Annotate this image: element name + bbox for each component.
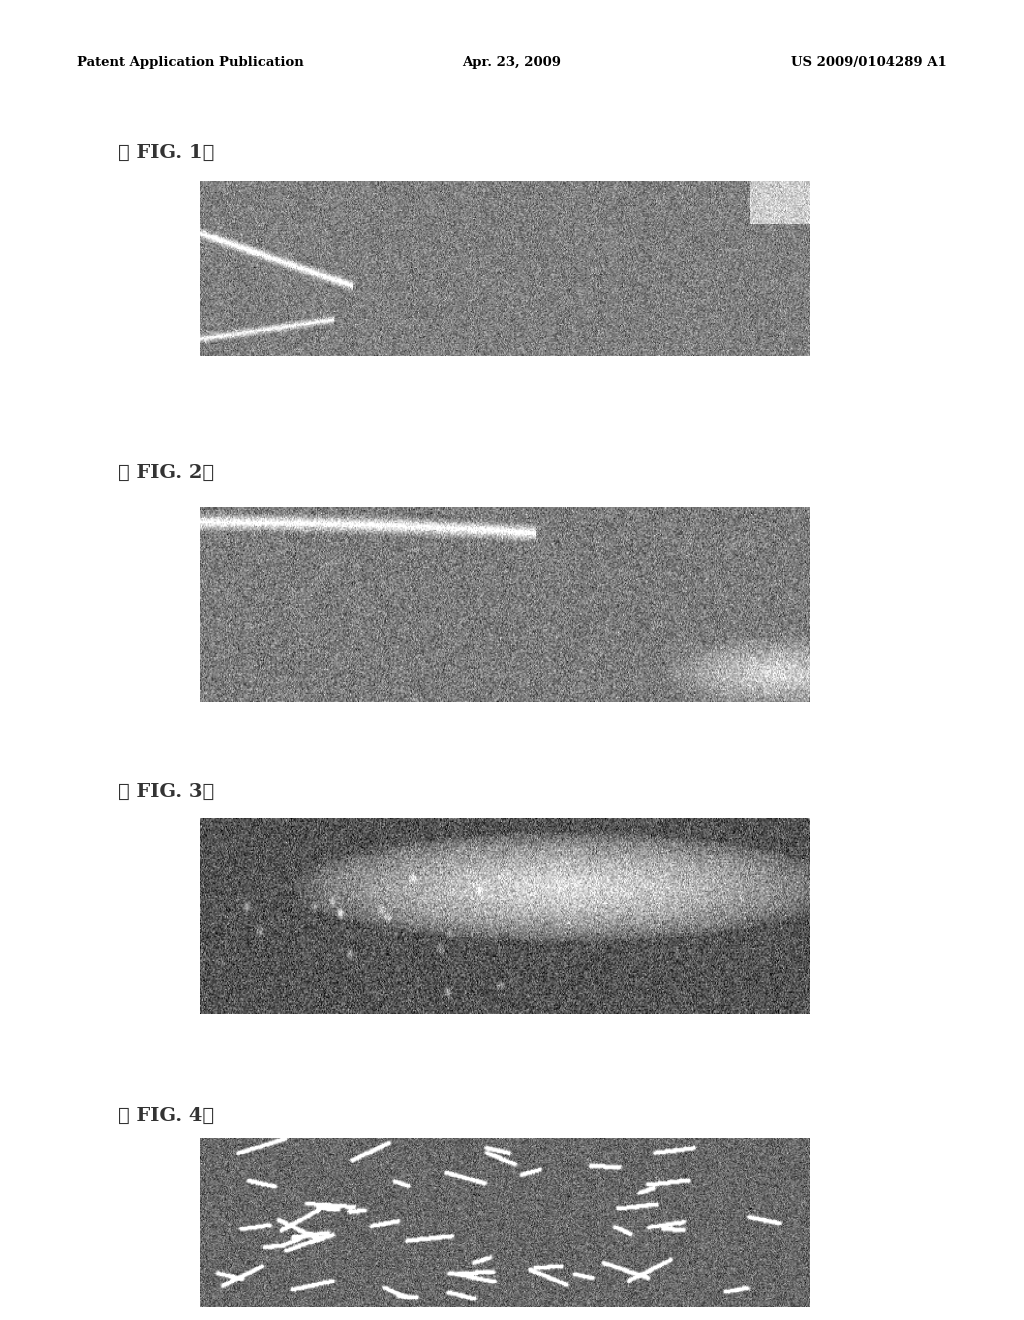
Text: US 2009/0104289 A1: US 2009/0104289 A1 <box>792 55 947 69</box>
Text: 【 FIG. 1】: 【 FIG. 1】 <box>118 144 214 162</box>
Text: 【 FIG. 3】: 【 FIG. 3】 <box>118 783 214 801</box>
Text: 【 FIG. 2】: 【 FIG. 2】 <box>118 463 214 482</box>
Text: Apr. 23, 2009: Apr. 23, 2009 <box>463 55 561 69</box>
Text: Patent Application Publication: Patent Application Publication <box>77 55 303 69</box>
Text: 【 FIG. 4】: 【 FIG. 4】 <box>118 1106 214 1125</box>
